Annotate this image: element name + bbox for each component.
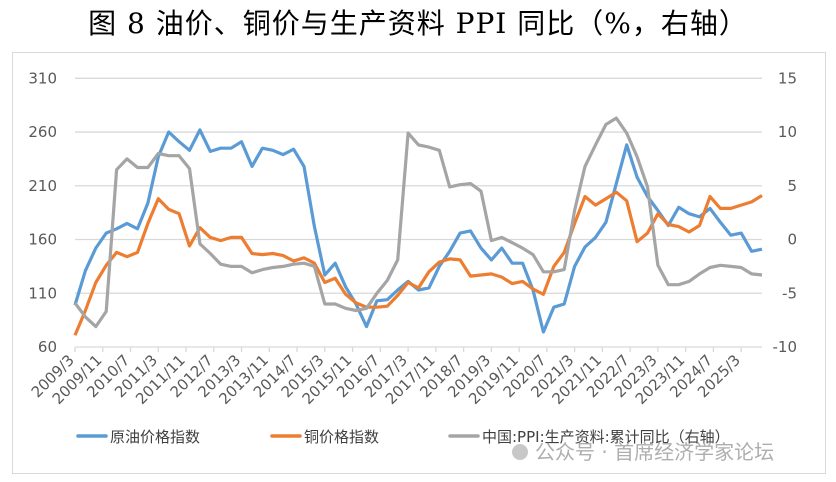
- y-left-tick-label: 310: [28, 69, 57, 87]
- y-right-tick-label: 10: [778, 123, 797, 141]
- y-right-tick-label: -5: [782, 284, 797, 302]
- series-line-1: [73, 128, 763, 334]
- y-right-tick-label: 5: [787, 177, 797, 195]
- watermark: 公众号 · 首席经济学家论坛: [535, 440, 774, 464]
- y-left-tick-label: 110: [28, 284, 57, 302]
- chart-frame: [12, 52, 826, 474]
- y-left-tick-label: 160: [28, 231, 57, 249]
- y-left-tick-label: 210: [28, 177, 57, 195]
- series-line-2: [73, 190, 763, 336]
- y-right-tick-label: -10: [773, 338, 798, 356]
- y-right-tick-label: 0: [787, 231, 797, 249]
- wechat-icon: [512, 444, 528, 460]
- legend-label: 铜价格指数: [304, 428, 379, 446]
- legend-label: 中国:PPI:生产资料:累计同比（右轴）: [482, 428, 730, 446]
- y-left-tick-label: 260: [28, 123, 57, 141]
- legend-label: 原油价格指数: [110, 428, 200, 446]
- y-left-tick-label: 60: [38, 338, 57, 356]
- series-line-3: [73, 116, 763, 329]
- y-right-tick-label: 15: [778, 69, 797, 87]
- chart-title: 图 8 油价、铜价与生产资料 PPI 同比（%，右轴）: [88, 7, 748, 40]
